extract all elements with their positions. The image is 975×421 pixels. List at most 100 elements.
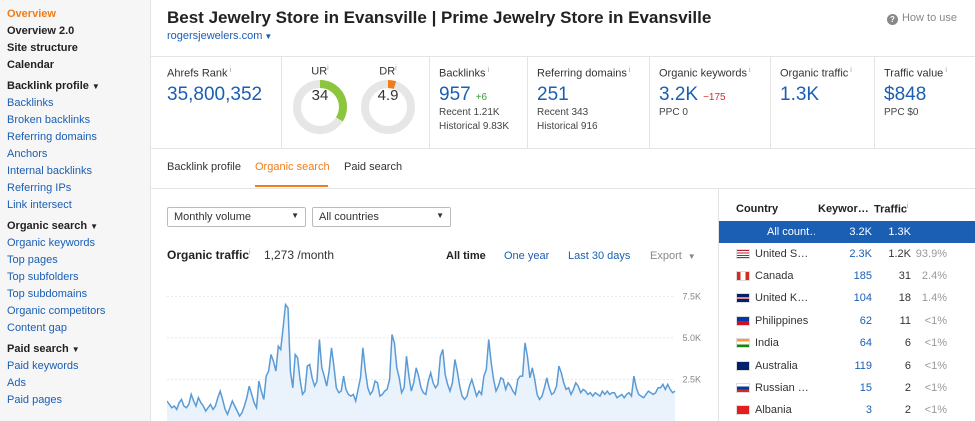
range-last-30-days[interactable]: Last 30 days: [568, 250, 631, 262]
export-button[interactable]: Export ▼: [650, 250, 696, 262]
country-select[interactable]: All countries ▼: [312, 207, 451, 227]
sidebar-section-label: Paid search: [7, 343, 69, 355]
sidebar: Overview Overview 2.0 Site structure Calend…: [0, 0, 151, 421]
sidebar-item-overview-2-0[interactable]: Overview 2.0: [7, 25, 75, 37]
chevron-down-icon: ▼: [91, 82, 100, 91]
keywords-value[interactable]: 62: [859, 315, 872, 327]
tab-organic-search[interactable]: Organic search: [255, 161, 330, 173]
metric-recent: Recent 343: [537, 106, 589, 118]
sidebar-item-anchors[interactable]: Anchors: [7, 148, 48, 160]
traffic-value: 11: [899, 315, 911, 327]
metric-value: 1.3K: [780, 83, 820, 105]
country-table: Country Keywor… Traffici All count… 3.2K 1…: [718, 189, 975, 421]
table-row[interactable]: Australia 119 6 <1%: [719, 355, 975, 377]
sidebar-item-calendar[interactable]: Calendar: [7, 59, 55, 71]
sidebar-item-internal-backlinks[interactable]: Internal backlinks: [7, 165, 92, 177]
metric-organic-traffic[interactable]: Organic traffic i 1.3K: [770, 57, 874, 149]
table-row[interactable]: United K… 104 18 1.4%: [719, 287, 975, 309]
sidebar-item-ads[interactable]: Ads: [7, 377, 26, 389]
info-icon: i: [628, 67, 631, 74]
sidebar-item-organic-keywords[interactable]: Organic keywords: [7, 237, 96, 249]
sidebar-item-organic-competitors[interactable]: Organic competitors: [7, 305, 106, 317]
country-name: Albania: [755, 404, 792, 416]
keywords-value[interactable]: 15: [859, 382, 872, 394]
metric-recent: Recent 1.21K: [439, 106, 500, 118]
col-header-traffic-label: Traffic: [874, 203, 908, 216]
sidebar-item-site-structure[interactable]: Site structure: [7, 42, 78, 54]
metric-backlinks[interactable]: Backlinks i 957 +6 Recent 1.21K Historical…: [429, 57, 527, 149]
ca-flag-icon: [736, 271, 750, 281]
chevron-down-icon: ▼: [291, 211, 299, 220]
us-flag-icon: [736, 249, 750, 259]
traffic-value: 1.2K: [888, 248, 911, 260]
country-name: India: [755, 337, 779, 349]
table-row[interactable]: Canada 185 31 2.4%: [719, 265, 975, 287]
keywords-value[interactable]: 119: [854, 360, 872, 372]
traffic-share: <1%: [924, 404, 947, 416]
col-header-traffic[interactable]: Traffici: [874, 203, 909, 216]
col-header-keywords[interactable]: Keywor…: [818, 203, 869, 215]
sidebar-item-broken-backlinks[interactable]: Broken backlinks: [7, 114, 91, 126]
export-label: Export: [650, 250, 682, 262]
traffic-share: <1%: [924, 315, 947, 327]
sidebar-item-paid-pages[interactable]: Paid pages: [7, 394, 63, 406]
table-row[interactable]: United S… 2.3K 1.2K 93.9%: [719, 243, 975, 265]
sidebar-item-paid-keywords[interactable]: Paid keywords: [7, 360, 79, 372]
range-one-year[interactable]: One year: [504, 250, 550, 262]
metric-traffic-value[interactable]: Traffic value i $848 PPC $0: [874, 57, 975, 149]
keywords-value[interactable]: 3: [865, 404, 872, 416]
sidebar-item-backlinks[interactable]: Backlinks: [7, 97, 54, 109]
range-all-time[interactable]: All time: [446, 250, 486, 262]
sidebar-item-top-subdomains[interactable]: Top subdomains: [7, 288, 88, 300]
sidebar-section-organic-search[interactable]: Organic search ▼: [0, 218, 150, 235]
metric-value: 957: [439, 83, 471, 105]
keywords-value[interactable]: 2.3K: [849, 248, 872, 260]
metric-label: Referring domains: [537, 67, 627, 80]
traffic-share: <1%: [924, 382, 947, 394]
sidebar-section-backlink-profile[interactable]: Backlink profile ▼: [0, 78, 150, 95]
info-icon[interactable]: i: [249, 249, 251, 256]
volume-select-value: Monthly volume: [174, 211, 252, 223]
keywords-value[interactable]: 185: [853, 270, 872, 282]
chevron-down-icon: ▼: [264, 32, 273, 41]
sidebar-item-top-subfolders[interactable]: Top subfolders: [7, 271, 79, 283]
ur-gauge[interactable]: URi 34: [290, 65, 350, 136]
volume-select[interactable]: Monthly volume ▼: [167, 207, 306, 227]
sidebar-section-paid-search[interactable]: Paid search ▼: [0, 341, 150, 358]
table-row[interactable]: Philippines 62 11 <1%: [719, 310, 975, 332]
table-row[interactable]: Russian … 15 2 <1%: [719, 377, 975, 399]
country-name: Canada: [755, 270, 794, 282]
table-row[interactable]: India 64 6 <1%: [719, 332, 975, 354]
sidebar-item-top-pages[interactable]: Top pages: [7, 254, 58, 266]
sidebar-item-referring-ips[interactable]: Referring IPs: [7, 182, 72, 194]
metric-historical: Historical 9.83K: [439, 120, 510, 132]
table-row[interactable]: All count… 3.2K 1.3K: [719, 221, 975, 243]
sidebar-item-content-gap[interactable]: Content gap: [7, 322, 67, 334]
ur-gauge-ring: [293, 79, 347, 134]
metric-referring-domains[interactable]: Referring domains i 251 Recent 343 Histor…: [527, 57, 649, 149]
sidebar-section-label: Organic search: [7, 220, 88, 232]
ph-flag-icon: [736, 316, 750, 326]
au-flag-icon: [736, 361, 750, 371]
metric-value: 35,800,352: [167, 83, 263, 105]
traffic-value: 6: [904, 337, 911, 349]
dr-gauge[interactable]: DRi 4.9: [358, 65, 418, 136]
traffic-value: 6: [904, 360, 911, 372]
tab-backlink-profile[interactable]: Backlink profile: [167, 161, 241, 173]
keywords-value[interactable]: 64: [859, 337, 872, 349]
keywords-value[interactable]: 3.2K: [849, 226, 872, 238]
how-to-use-link[interactable]: ? How to use: [886, 12, 957, 25]
sidebar-item-overview[interactable]: Overview: [7, 8, 56, 20]
keywords-value[interactable]: 104: [853, 292, 872, 304]
metric-organic-keywords[interactable]: Organic keywords i 3.2K −175 PPC 0: [649, 57, 770, 149]
col-header-country[interactable]: Country: [736, 203, 779, 215]
report-tabs: Backlink profile Organic search Paid sea…: [151, 149, 975, 189]
info-icon[interactable]: i: [229, 67, 232, 74]
domain-selector[interactable]: rogersjewelers.com ▼: [167, 30, 272, 42]
info-icon: i: [850, 67, 852, 74]
table-row[interactable]: Albania 3 2 <1%: [719, 399, 975, 421]
sidebar-item-link-intersect[interactable]: Link intersect: [7, 199, 72, 211]
tab-paid-search[interactable]: Paid search: [344, 161, 403, 173]
traffic-share: 2.4%: [921, 270, 947, 282]
sidebar-item-referring-domains[interactable]: Referring domains: [7, 131, 97, 143]
